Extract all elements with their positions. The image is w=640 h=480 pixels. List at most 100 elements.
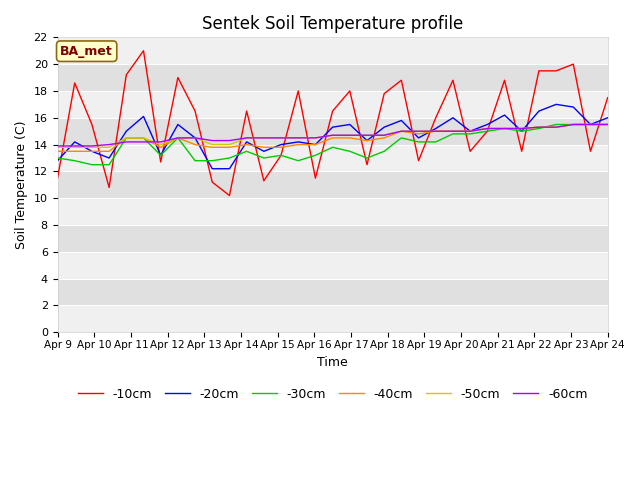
Line: -10cm: -10cm — [58, 51, 608, 195]
-10cm — [209, 179, 216, 185]
-60cm — [88, 143, 96, 149]
-30cm — [243, 148, 250, 154]
Bar — [58, 279, 608, 305]
-10cm — [500, 77, 508, 83]
-40cm — [449, 128, 457, 134]
-30cm — [432, 139, 440, 145]
-60cm — [122, 139, 130, 145]
-20cm — [552, 101, 560, 107]
-40cm — [88, 148, 96, 154]
-60cm — [191, 135, 199, 141]
-40cm — [294, 142, 302, 147]
-60cm — [432, 128, 440, 134]
-60cm — [587, 121, 595, 127]
-30cm — [415, 139, 422, 145]
-60cm — [260, 135, 268, 141]
Line: -20cm: -20cm — [58, 104, 608, 169]
-40cm — [122, 135, 130, 141]
-50cm — [380, 132, 388, 138]
-20cm — [587, 121, 595, 127]
-50cm — [570, 121, 577, 127]
-30cm — [604, 121, 612, 127]
-40cm — [604, 121, 612, 127]
Line: -40cm: -40cm — [58, 124, 608, 151]
Bar — [58, 37, 608, 64]
-20cm — [397, 118, 405, 123]
-40cm — [243, 142, 250, 147]
-30cm — [209, 158, 216, 164]
-20cm — [415, 135, 422, 141]
-40cm — [483, 126, 491, 132]
-20cm — [570, 104, 577, 110]
-20cm — [380, 124, 388, 130]
-60cm — [54, 143, 61, 149]
-50cm — [604, 121, 612, 127]
-10cm — [604, 95, 612, 100]
-60cm — [140, 139, 147, 145]
Y-axis label: Soil Temperature (C): Soil Temperature (C) — [15, 120, 28, 249]
-10cm — [191, 108, 199, 114]
-50cm — [535, 124, 543, 130]
-10cm — [535, 68, 543, 74]
-20cm — [191, 135, 199, 141]
-60cm — [105, 142, 113, 147]
-20cm — [122, 128, 130, 134]
-60cm — [570, 121, 577, 127]
-50cm — [587, 121, 595, 127]
-60cm — [209, 138, 216, 144]
-40cm — [191, 142, 199, 147]
-40cm — [226, 144, 234, 150]
-50cm — [518, 126, 525, 132]
-10cm — [467, 148, 474, 154]
-40cm — [260, 144, 268, 150]
-60cm — [604, 121, 612, 127]
-40cm — [329, 135, 337, 141]
-60cm — [500, 126, 508, 132]
Bar — [58, 198, 608, 225]
-20cm — [535, 108, 543, 114]
-20cm — [312, 142, 319, 147]
-20cm — [518, 128, 525, 134]
-40cm — [346, 135, 354, 141]
-20cm — [329, 124, 337, 130]
-10cm — [277, 153, 285, 158]
-60cm — [415, 128, 422, 134]
-30cm — [363, 155, 371, 161]
-20cm — [277, 142, 285, 147]
-60cm — [294, 135, 302, 141]
Bar — [58, 64, 608, 91]
Bar — [58, 118, 608, 144]
-60cm — [449, 128, 457, 134]
-60cm — [157, 139, 164, 145]
-30cm — [483, 128, 491, 134]
-40cm — [277, 144, 285, 150]
-40cm — [535, 124, 543, 130]
-50cm — [226, 142, 234, 147]
-10cm — [346, 88, 354, 94]
-20cm — [226, 166, 234, 172]
-30cm — [71, 158, 79, 164]
-10cm — [88, 121, 96, 127]
-40cm — [380, 135, 388, 141]
-10cm — [380, 91, 388, 96]
-10cm — [483, 128, 491, 134]
Text: BA_met: BA_met — [60, 45, 113, 58]
-10cm — [157, 159, 164, 165]
-20cm — [346, 121, 354, 127]
-30cm — [191, 158, 199, 164]
-40cm — [518, 126, 525, 132]
-50cm — [397, 128, 405, 134]
-60cm — [346, 132, 354, 138]
-50cm — [467, 128, 474, 134]
-50cm — [312, 135, 319, 141]
-60cm — [226, 138, 234, 144]
-20cm — [363, 138, 371, 144]
Line: -50cm: -50cm — [58, 124, 608, 147]
-20cm — [140, 114, 147, 120]
-30cm — [140, 135, 147, 141]
-60cm — [329, 132, 337, 138]
-40cm — [209, 144, 216, 150]
-40cm — [312, 142, 319, 147]
-50cm — [105, 144, 113, 150]
-30cm — [54, 155, 61, 161]
